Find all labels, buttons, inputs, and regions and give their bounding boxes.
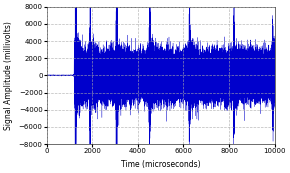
Y-axis label: Signal Amplitude (millivolts): Signal Amplitude (millivolts) xyxy=(4,21,13,130)
X-axis label: Time (microseconds): Time (microseconds) xyxy=(121,160,200,169)
